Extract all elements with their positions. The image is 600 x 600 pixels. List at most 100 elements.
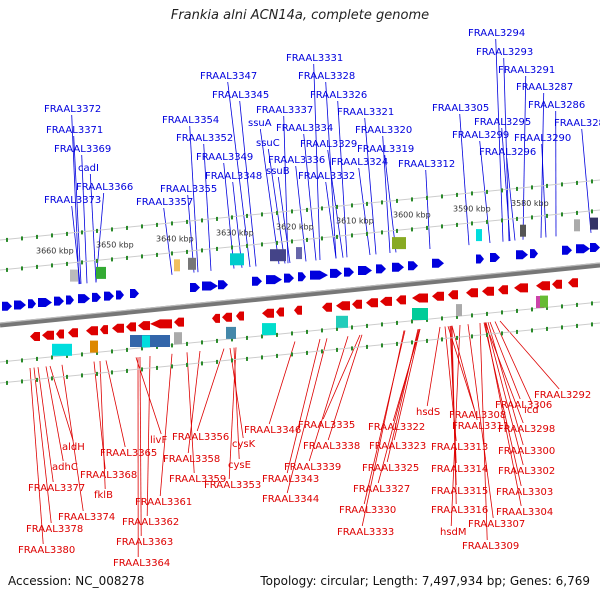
bottom-connector [99, 360, 106, 490]
gene-label-bottom: FRAAL3344 [262, 494, 319, 505]
outer-ruler-upper-tick [126, 255, 128, 260]
gene-label-top: FRAAL3334 [276, 123, 333, 134]
gene-label-top: FRAAL3336 [268, 155, 325, 166]
reverse-gene [352, 299, 362, 309]
backbone-highlight [0, 262, 600, 324]
gene-label-top: FRAAL3357 [136, 197, 193, 208]
outer-ruler-top-tick [576, 180, 578, 185]
gene-label-bottom: hsdS [416, 407, 440, 418]
reverse-gene [112, 323, 124, 333]
bottom-connector [377, 328, 420, 484]
outer-ruler-upper-tick [51, 263, 53, 268]
gene-label-top: FRAAL3348 [205, 171, 262, 182]
reverse-gene [514, 283, 528, 293]
gene-label-top: FRAAL3347 [200, 71, 257, 82]
inner-ruler-bottom-tick [81, 373, 83, 378]
gene-label-top: FRAAL3332 [298, 171, 355, 182]
top-connector [495, 38, 504, 242]
top-connector [223, 162, 235, 269]
inner-ruler-lower-tick [201, 340, 203, 345]
inner-ruler-bottom-tick [231, 358, 233, 363]
forward-gene [252, 276, 262, 286]
feature-box [188, 257, 196, 270]
gene-label-top: FRAAL3326 [310, 90, 367, 101]
gene-label-top: FRAAL3366 [76, 182, 133, 193]
top-connector [327, 149, 344, 258]
topology-text: Topology: circular; Length: 7,497,934 bp… [260, 574, 590, 588]
bottom-connector [485, 322, 524, 466]
forward-gene [116, 290, 124, 300]
bottom-connector [33, 367, 52, 524]
top-connector [384, 154, 397, 253]
ruler-rings [0, 179, 600, 385]
outer-ruler-upper-tick [36, 264, 38, 269]
bottom-connector [308, 336, 349, 462]
gene-label-top: FRAAL3291 [498, 65, 555, 76]
feature-box [174, 332, 182, 345]
feature-box [392, 237, 406, 250]
forward-gene [284, 273, 294, 283]
top-connector [277, 176, 291, 264]
forward-gene [530, 249, 538, 259]
gene-label-bottom: FRAAL3300 [498, 446, 555, 457]
outer-ruler-top-tick [36, 234, 38, 239]
gene-label-top: FRAAL3290 [514, 133, 571, 144]
bottom-connector [479, 322, 488, 541]
gene-label-top: FRAAL3284 [554, 118, 600, 129]
outer-ruler-upper-tick [156, 252, 158, 257]
outer-ruler-upper-tick [336, 234, 338, 239]
bottom-connector [268, 341, 296, 425]
outer-ruler-top-tick [276, 210, 278, 215]
forward-gene [376, 264, 386, 274]
bottom-connector [327, 334, 363, 441]
gene-label-top: FRAAL3321 [337, 107, 394, 118]
reverse-gene [432, 291, 444, 301]
feature-box [540, 295, 548, 308]
kbp-label: 3590 kbp [453, 205, 491, 214]
gene-label-bottom: FRAAL3302 [498, 466, 555, 477]
gene-label-bottom: FRAAL3338 [303, 441, 360, 452]
inner-ruler-lower-tick [96, 350, 98, 355]
inner-ruler-lower-tick [576, 302, 578, 307]
outer-ruler-upper-tick [261, 242, 263, 247]
outer-ruler-top-tick [441, 194, 443, 199]
outer-ruler-upper-tick [291, 239, 293, 244]
bottom-connector [451, 325, 478, 421]
gene-label-top: FRAAL3296 [479, 147, 536, 158]
inner-ruler-lower-tick [276, 332, 278, 337]
inner-ruler-lower-tick [546, 305, 548, 310]
gene-label-bottom: FRAAL3333 [337, 527, 394, 538]
gene-label-top: ssuA [248, 118, 272, 129]
forward-gene [590, 243, 600, 252]
gene-label-bottom: FRAAL3292 [534, 390, 591, 401]
kbp-label: 3600 kbp [393, 211, 431, 220]
gene-label-top: FRAAL3324 [331, 157, 388, 168]
gene-label-bottom: FRAAL3368 [80, 470, 137, 481]
top-connector [73, 135, 82, 284]
outer-ruler-upper-tick [111, 257, 113, 262]
top-connector [163, 207, 173, 275]
reverse-gene [86, 326, 98, 336]
outer-ruler-top-tick [126, 225, 128, 230]
top-connector [259, 128, 280, 265]
forward-gene [310, 270, 328, 280]
reverse-gene [276, 307, 284, 317]
inner-ruler-bottom [0, 322, 600, 384]
inner-ruler-bottom-tick [186, 362, 188, 367]
feature-box [90, 340, 98, 353]
inner-ruler-lower-tick [366, 323, 368, 328]
bottom-connector [45, 366, 64, 462]
gene-label-top: FRAAL3372 [44, 104, 101, 115]
bottom-connector [489, 321, 521, 400]
inner-ruler-lower-tick [561, 304, 563, 309]
outer-ruler-top-tick [456, 192, 458, 197]
outer-ruler-top-tick [396, 198, 398, 203]
inner-ruler-bottom-tick [501, 331, 503, 336]
inner-ruler-lower-tick [321, 328, 323, 333]
forward-gene [130, 289, 139, 299]
reverse-gene [448, 290, 458, 300]
outer-ruler-top-tick [321, 206, 323, 211]
gene-label-bottom: FRAAL3362 [122, 517, 179, 528]
top-connector [303, 133, 317, 261]
feature-box [142, 335, 150, 348]
